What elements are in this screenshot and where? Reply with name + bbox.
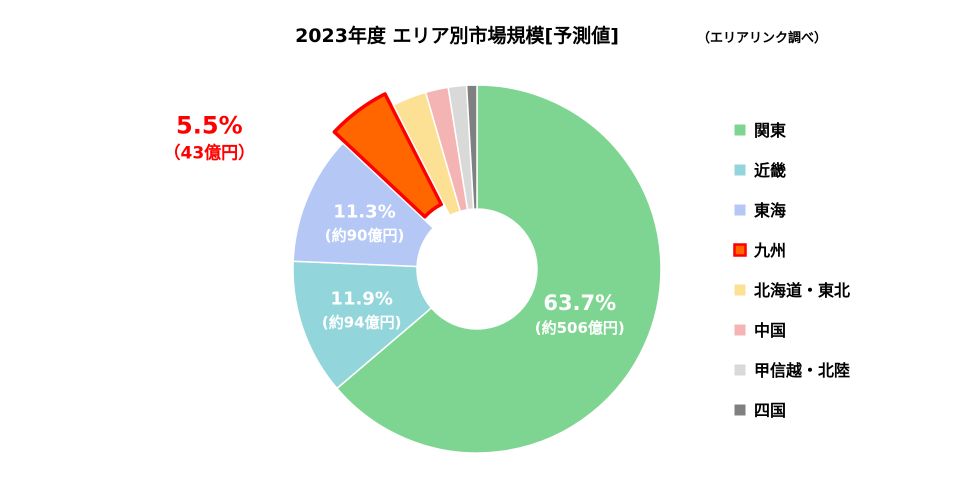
- data-label-percent-cat-1: 11.9%: [330, 289, 392, 310]
- data-labels: 63.7% (約506億円) 11.9% (約94億円) 11.3% (約90億円) 5.5…: [163, 112, 624, 338]
- pie-slice-cat-1: [292, 260, 433, 390]
- pie-slice-cat-7: [465, 84, 478, 210]
- legend-label-cat-7: 四国: [754, 401, 786, 420]
- data-label-amount-cat-0: (約506億円): [535, 319, 625, 337]
- legend-swatch-cat-0: [734, 124, 746, 136]
- legend-swatch-cat-2: [734, 204, 746, 216]
- legend-label-cat-2: 東海: [754, 201, 786, 220]
- legend-swatch-cat-6: [734, 364, 746, 376]
- chart-title: 2023年度 エリア別市場規模[予測値]: [295, 24, 619, 47]
- legend-label-cat-0: 関東: [754, 121, 786, 140]
- legend-label-cat-5: 中国: [754, 321, 786, 340]
- data-label-amount-cat-2: (約90億円): [325, 227, 405, 245]
- legend-swatch-cat-7: [734, 404, 746, 416]
- pie-slice-cat-2: [292, 142, 435, 268]
- legend-swatch-cat-4: [734, 284, 746, 296]
- legend-label-cat-6: 甲信越・北陸: [754, 361, 850, 380]
- legend-swatch-cat-3: [733, 243, 747, 257]
- pie-slice-cat-0: [335, 84, 662, 454]
- data-label-percent-cat-0: 63.7%: [543, 291, 616, 315]
- data-label-amount-cat-1: (約94億円): [322, 314, 402, 332]
- legend-swatch-cat-5: [734, 324, 746, 336]
- chart-subtitle: （エリアリンク調べ）: [697, 30, 827, 46]
- data-label-percent-cat-2: 11.3%: [333, 202, 395, 223]
- data-label-amount-cat-3: （43億円）: [163, 143, 255, 164]
- pie-slices: [292, 84, 662, 454]
- data-label-percent-cat-3: 5.5%: [176, 112, 243, 140]
- pie-slice-cat-3: [332, 92, 444, 219]
- legend-label-cat-1: 近畿: [754, 161, 786, 180]
- legend-label-cat-3: 九州: [753, 241, 786, 260]
- legend-swatch-cat-1: [734, 164, 746, 176]
- legend-label-cat-4: 北海道・東北: [754, 281, 850, 300]
